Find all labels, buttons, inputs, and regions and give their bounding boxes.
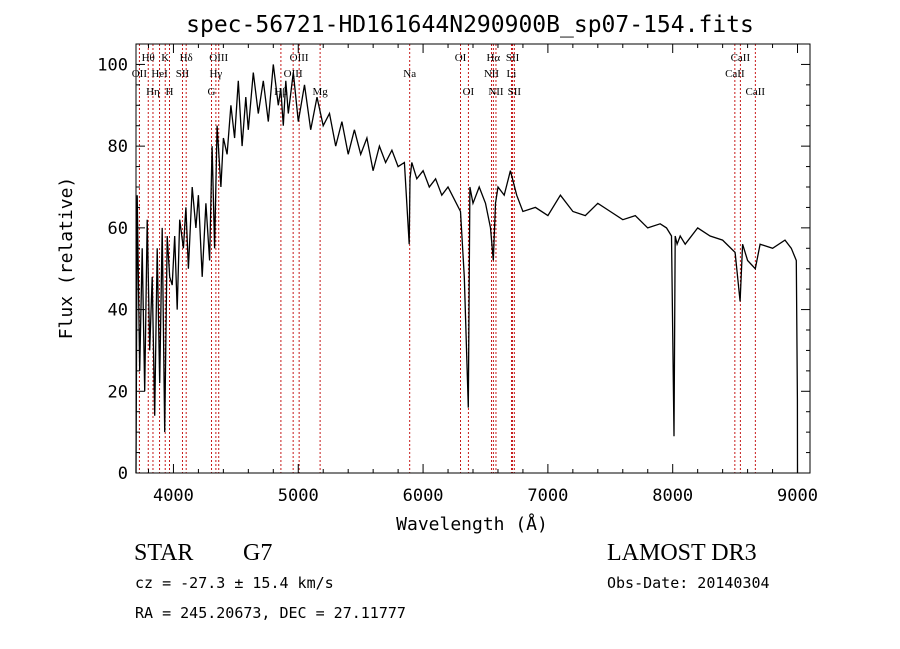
x-tick-label-3: 7000 bbox=[527, 486, 568, 506]
x-tick-label-4: 8000 bbox=[652, 486, 693, 506]
y-axis: 0 20 40 60 80 100 bbox=[97, 43, 810, 484]
line-label-26: CaII bbox=[746, 86, 766, 98]
obs-date: Obs-Date: 20140304 bbox=[607, 574, 770, 592]
line-label-13: OIII bbox=[290, 52, 309, 64]
x-tick-label-0: 4000 bbox=[153, 486, 194, 506]
line-label-21: SII bbox=[506, 52, 520, 64]
coordinates: RA = 245.20673, DEC = 27.11777 bbox=[135, 604, 406, 622]
object-class: STAR bbox=[134, 540, 194, 566]
line-label-24: CaII bbox=[731, 52, 751, 64]
spectrum-line bbox=[135, 64, 799, 474]
line-label-25: CaII bbox=[725, 68, 745, 80]
chart-title: spec-56721-HD161644N290900B_sp07-154.fit… bbox=[186, 12, 754, 38]
line-label-17: OI bbox=[463, 86, 475, 98]
line-label-14: Mg bbox=[312, 86, 328, 98]
line-label-6: SII bbox=[176, 68, 190, 80]
x-tick-label-1: 5000 bbox=[278, 486, 319, 506]
y-tick-label-1: 20 bbox=[108, 382, 128, 402]
line-label-4: K bbox=[161, 52, 169, 64]
y-tick-label-4: 80 bbox=[108, 137, 128, 157]
object-subclass: G7 bbox=[243, 540, 273, 566]
line-label-7: Hδ bbox=[180, 52, 193, 64]
line-label-22: Li bbox=[507, 68, 517, 80]
line-label-10: G bbox=[208, 86, 216, 98]
line-label-15: Na bbox=[403, 68, 416, 80]
line-label-9: Hγ bbox=[209, 68, 222, 80]
x-tick-label-5: 9000 bbox=[777, 486, 818, 506]
line-label-16: OI bbox=[455, 52, 467, 64]
y-tick-label-0: 0 bbox=[118, 464, 128, 484]
line-label-19: NII bbox=[484, 68, 500, 80]
line-label-23: SII bbox=[508, 86, 522, 98]
line-label-5: H bbox=[165, 86, 173, 98]
redshift-text: cz = -27.3 ± 15.4 km/s bbox=[135, 574, 334, 592]
line-label-20: NII bbox=[488, 86, 504, 98]
x-tick-label-2: 6000 bbox=[403, 486, 444, 506]
x-axis: 4000 5000 6000 7000 8000 9000 bbox=[147, 44, 818, 506]
survey-name: LAMOST DR3 bbox=[607, 540, 757, 566]
line-label-8: OIII bbox=[209, 52, 228, 64]
y-tick-label-2: 40 bbox=[108, 301, 128, 321]
y-tick-label-3: 60 bbox=[108, 219, 128, 239]
y-tick-label-5: 100 bbox=[97, 55, 128, 75]
line-label-18: Hα bbox=[486, 52, 500, 64]
line-label-3: HeI bbox=[151, 68, 168, 80]
x-axis-label: Wavelength (Å) bbox=[396, 513, 548, 535]
y-axis-label: Flux (relative) bbox=[56, 177, 77, 340]
line-label-2: Hη bbox=[146, 86, 160, 98]
line-label-0: Hθ bbox=[142, 52, 155, 64]
line-label-1: OII bbox=[132, 68, 148, 80]
